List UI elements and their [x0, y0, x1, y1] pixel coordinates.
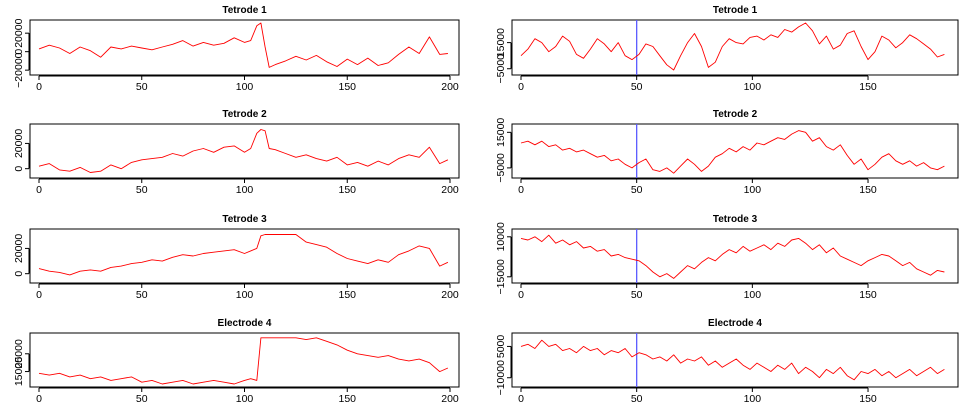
x-tick-label: 50 — [136, 393, 148, 405]
x-tick-label: 0 — [36, 289, 42, 301]
x-tick-label: 0 — [518, 289, 524, 301]
x-tick-label: 150 — [859, 393, 877, 405]
y-tick-label: 0 — [13, 49, 25, 55]
x-tick-label: 150 — [338, 81, 356, 93]
panel-4: Tetrode 2 0 50 100 150 −5000 15000 — [495, 109, 959, 196]
plot-frame — [29, 228, 460, 284]
panel-title: Tetrode 3 — [713, 214, 758, 225]
x-tick-label: 50 — [136, 81, 148, 93]
series-line — [38, 22, 448, 68]
x-tick-label: 100 — [744, 289, 762, 301]
x-tick-label: 100 — [236, 393, 254, 405]
x-tick-label: 50 — [631, 289, 643, 301]
series-line — [520, 22, 945, 71]
y-tick-label: 5000 — [495, 335, 507, 359]
x-tick-label: 200 — [441, 393, 459, 405]
x-tick-label: 0 — [36, 81, 42, 93]
x-tick-label: 100 — [236, 81, 254, 93]
panel-title: Electrode 4 — [218, 318, 272, 329]
y-tick-label: 15000 — [13, 357, 25, 386]
y-tick-label: −10000 — [495, 360, 507, 395]
y-tick-label: 15000 — [495, 28, 507, 57]
x-tick-label: 150 — [338, 393, 356, 405]
x-tick-label: 150 — [859, 81, 877, 93]
plot-frame — [511, 332, 959, 388]
panel-title: Tetrode 1 — [222, 5, 267, 16]
y-tick-label: 0 — [13, 166, 25, 172]
x-tick-label: 150 — [338, 289, 356, 301]
plot-frame — [511, 19, 959, 76]
x-tick-label: 150 — [338, 184, 356, 196]
y-tick-label: −15000 — [495, 259, 507, 294]
x-tick-label: 100 — [744, 184, 762, 196]
plot-frame — [511, 123, 959, 179]
y-tick-label: 0 — [13, 271, 25, 277]
plot-frame — [29, 332, 460, 388]
x-tick-label: 0 — [36, 184, 42, 196]
x-tick-label: 200 — [441, 184, 459, 196]
series-line — [520, 339, 945, 381]
panel-6: Tetrode 3 0 50 100 150 −15000 10000 — [495, 214, 959, 301]
series-line — [520, 234, 945, 279]
plot-frame — [29, 19, 460, 76]
series-line — [38, 234, 449, 276]
x-tick-label: 200 — [441, 81, 459, 93]
panel-title: Tetrode 2 — [222, 109, 267, 120]
x-tick-label: 0 — [518, 184, 524, 196]
panel-title: Tetrode 1 — [713, 5, 758, 16]
x-tick-label: 0 — [518, 81, 524, 93]
x-tick-label: 50 — [136, 184, 148, 196]
plot-frame — [511, 228, 959, 284]
x-tick-label: 100 — [236, 289, 254, 301]
panel-title: Tetrode 3 — [222, 214, 267, 225]
x-tick-label: 0 — [518, 393, 524, 405]
panel-3: Tetrode 2 0 50 100 150 200 0 20000 — [13, 109, 460, 196]
x-tick-label: 100 — [744, 81, 762, 93]
x-tick-label: 50 — [631, 393, 643, 405]
x-tick-label: 50 — [136, 289, 148, 301]
series-line — [38, 337, 449, 385]
y-tick-label: 20000 — [13, 129, 25, 158]
panel-title: Tetrode 2 — [713, 109, 758, 120]
x-tick-label: 50 — [631, 184, 643, 196]
y-tick-label: −20000 — [13, 52, 25, 87]
y-tick-label: 20000 — [13, 18, 25, 47]
panel-title: Electrode 4 — [708, 318, 762, 329]
y-tick-label: 25000 — [13, 339, 25, 368]
x-tick-label: 150 — [859, 289, 877, 301]
x-tick-label: 100 — [236, 184, 254, 196]
y-tick-label: 15000 — [495, 118, 507, 147]
plot-frame — [29, 123, 460, 179]
panel-5: Tetrode 3 0 50 100 150 200 0 20000 — [13, 214, 460, 301]
x-tick-label: 150 — [859, 184, 877, 196]
series-line — [38, 129, 449, 173]
x-tick-label: 100 — [744, 393, 762, 405]
y-tick-label: 20000 — [13, 234, 25, 263]
x-tick-label: 0 — [36, 393, 42, 405]
y-tick-label: −5000 — [495, 153, 507, 183]
x-tick-label: 200 — [441, 289, 459, 301]
x-tick-label: 50 — [631, 81, 643, 93]
y-tick-label: −5000 — [495, 54, 507, 84]
series-line — [520, 130, 945, 174]
y-tick-label: 10000 — [495, 222, 507, 251]
